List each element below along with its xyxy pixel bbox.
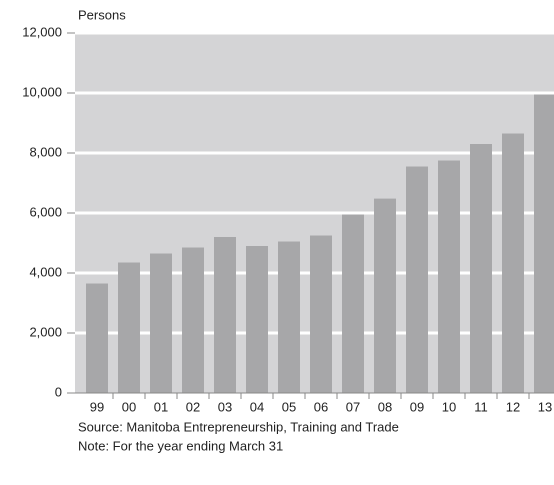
- x-tick-label: 02: [186, 399, 200, 414]
- y-tick-label: 12,000: [22, 24, 62, 39]
- bar: [406, 166, 428, 393]
- source-note: Source: Manitoba Entrepreneurship, Train…: [78, 419, 399, 434]
- x-tick-label: 12: [506, 399, 520, 414]
- y-axis-label: Persons: [78, 7, 126, 22]
- marks: 0 2,000 4,000 6,000 8,000 10,000 12,000 99 00 01 0…: [22, 24, 554, 414]
- x-tick-label: 00: [122, 399, 136, 414]
- x-tick-label: 13: [538, 399, 552, 414]
- x-tick-label: 11: [474, 399, 488, 414]
- y-tick-label: 0: [55, 384, 62, 399]
- y-tick-label: 2,000: [29, 324, 62, 339]
- bar: [214, 237, 236, 393]
- bar: [182, 247, 204, 393]
- y-tick-label: 8,000: [29, 144, 62, 159]
- x-tick-label: 07: [346, 399, 360, 414]
- x-tick-label: 01: [154, 399, 168, 414]
- bar: [118, 262, 140, 393]
- bar: [246, 246, 268, 393]
- x-tick-label: 10: [442, 399, 456, 414]
- x-tick-label: 05: [282, 399, 296, 414]
- bar: [278, 241, 300, 393]
- x-tick-label: 06: [314, 399, 328, 414]
- x-tick-label: 08: [378, 399, 392, 414]
- footnote: Note: For the year ending March 31: [78, 438, 283, 453]
- bar: [86, 283, 108, 393]
- bar: [374, 198, 396, 393]
- x-tick-label: 09: [410, 399, 424, 414]
- x-tick-label: 04: [250, 399, 264, 414]
- y-tick-label: 4,000: [29, 264, 62, 279]
- bar: [502, 133, 524, 393]
- bar: [470, 144, 492, 393]
- x-tick-label: 03: [218, 399, 232, 414]
- y-tick-label: 10,000: [22, 84, 62, 99]
- bar: [438, 160, 460, 393]
- y-tick-label: 6,000: [29, 204, 62, 219]
- bar: [150, 253, 172, 393]
- x-tick-label: 99: [90, 399, 104, 414]
- bar: [310, 235, 332, 393]
- bar: [342, 214, 364, 393]
- bar: [534, 94, 554, 393]
